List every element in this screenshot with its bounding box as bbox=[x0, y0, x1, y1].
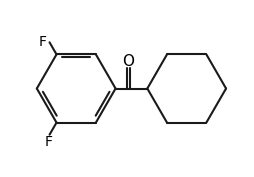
Text: F: F bbox=[44, 135, 52, 149]
Text: O: O bbox=[122, 54, 134, 68]
Text: F: F bbox=[38, 35, 46, 49]
